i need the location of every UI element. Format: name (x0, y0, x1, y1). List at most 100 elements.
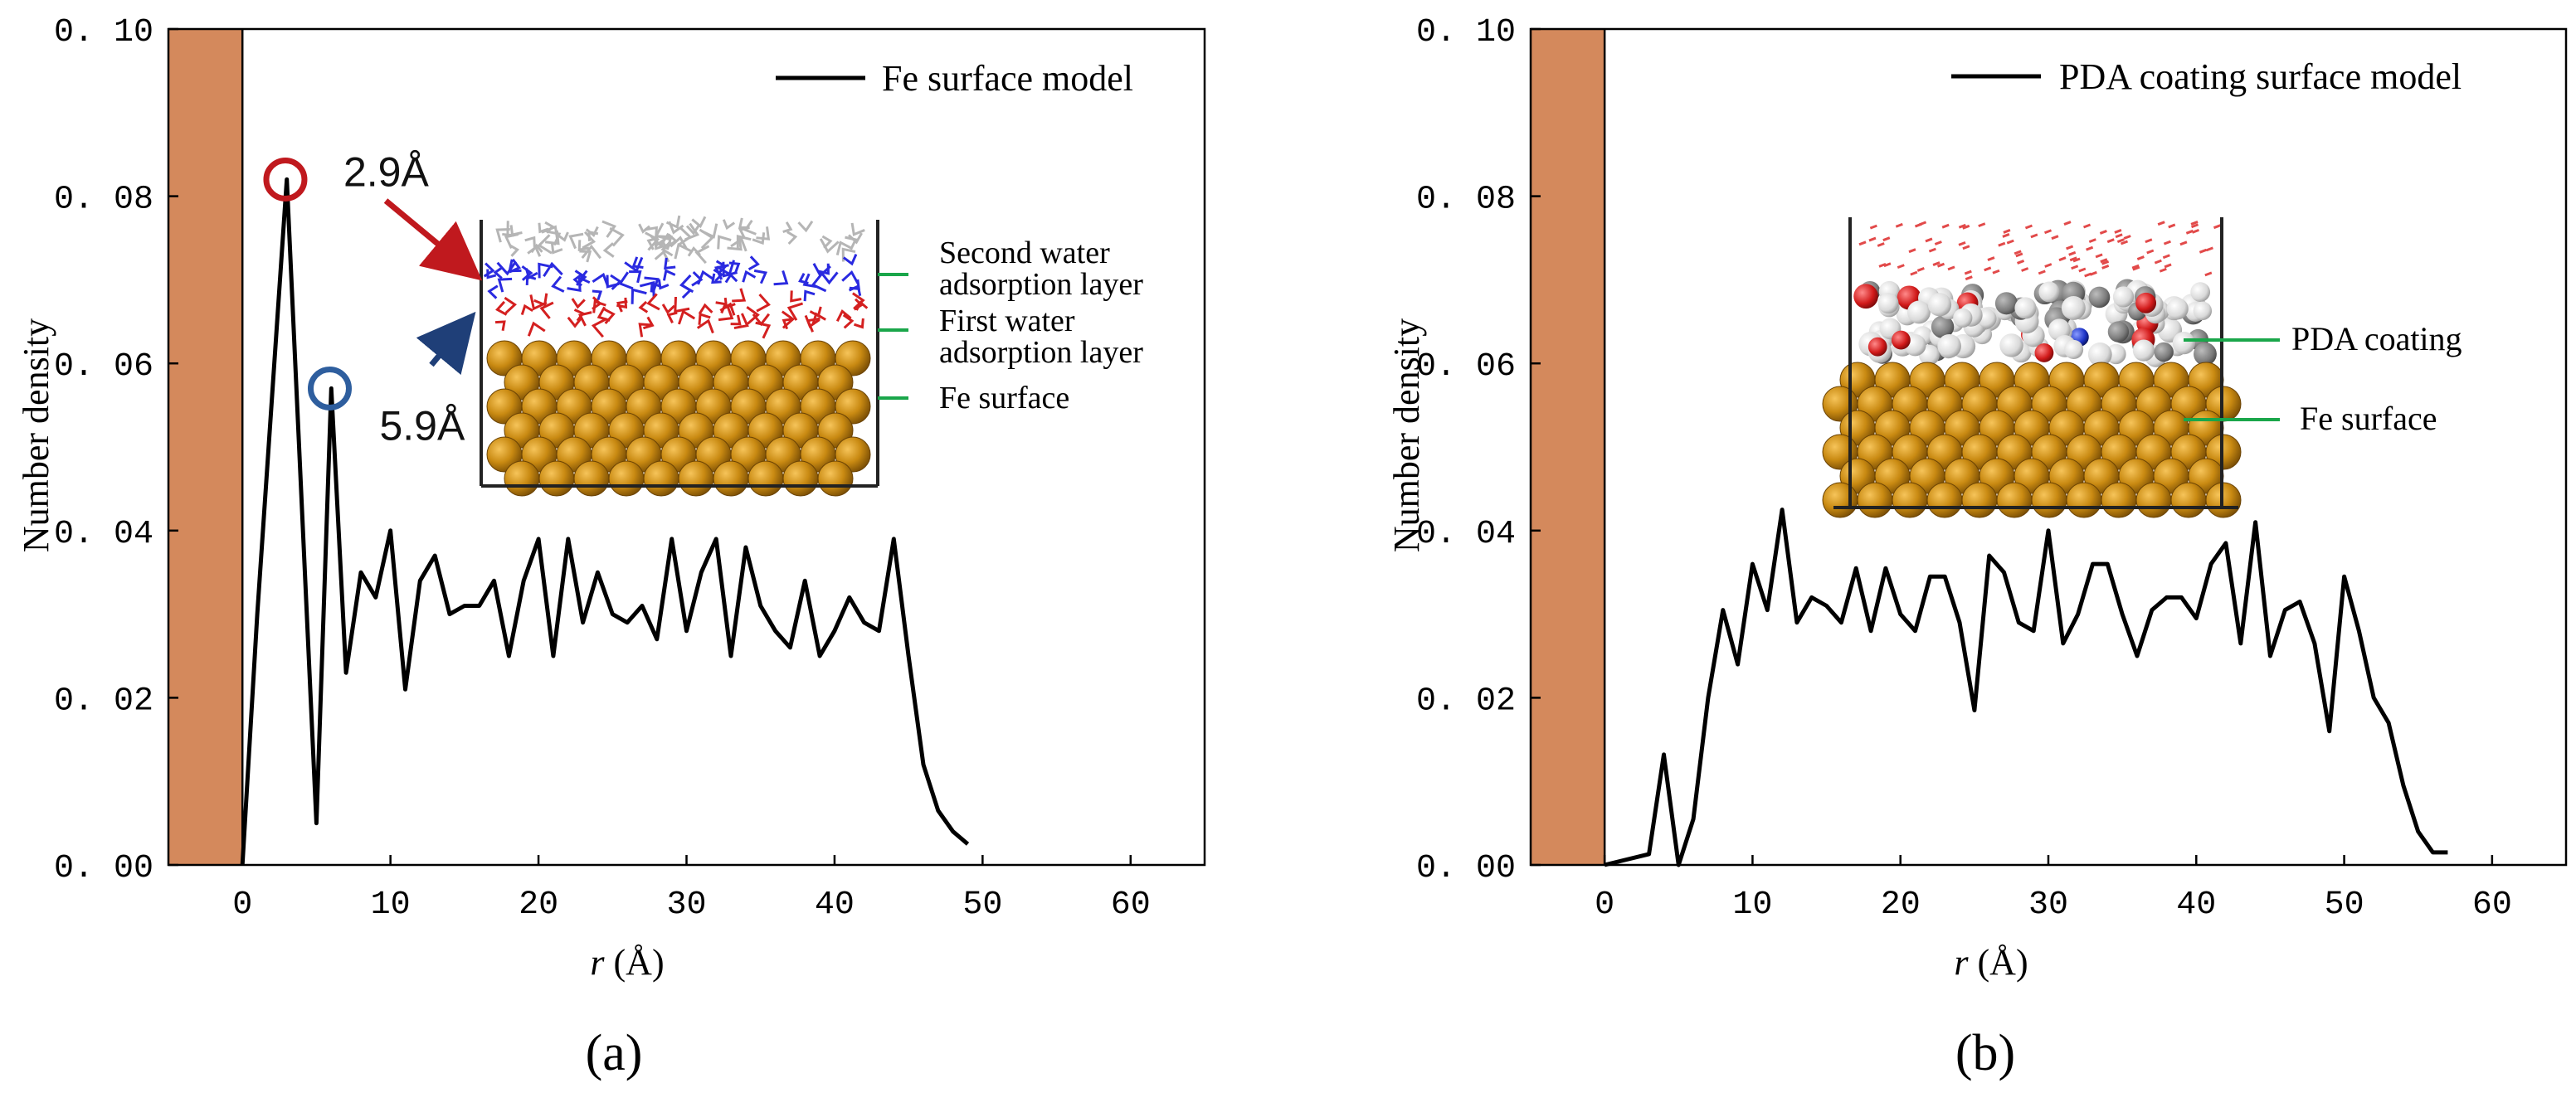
water-molecule (2136, 255, 2145, 260)
first-layer-water-molecule (616, 300, 628, 313)
second-layer-water-molecule (483, 262, 495, 278)
bulk-water-molecule (685, 224, 700, 236)
y-tick-label: 0. 00 (1416, 850, 1516, 887)
bulk-water-molecule (845, 236, 858, 250)
hydrogen-atom (2112, 286, 2135, 308)
second-layer-water-molecule (802, 273, 816, 289)
second-layer-water-molecule (525, 274, 537, 286)
water-molecule (2146, 249, 2155, 255)
second-layer-water-molecule (812, 263, 831, 278)
first-layer-water-molecule (674, 296, 690, 313)
second-layer-water-molecule (497, 277, 513, 293)
water-molecule (1958, 223, 1966, 229)
bulk-water-molecule (691, 216, 707, 229)
water-molecule (2190, 221, 2199, 226)
y-axis-label: Number density (1386, 318, 1427, 552)
electrode-wall (1531, 29, 1605, 865)
hydrogen-atom (2172, 332, 2196, 355)
panel-label: (a) (586, 1025, 643, 1081)
water-molecule (2068, 250, 2077, 256)
fe-atom (643, 460, 679, 497)
water-molecule (2021, 267, 2029, 272)
second-layer-water-molecule (496, 260, 517, 276)
second-layer-water-molecule (578, 270, 591, 284)
water-molecule (2002, 233, 2010, 238)
x-tick-label: 60 (1111, 887, 1151, 924)
second-layer-water-molecule (650, 281, 661, 293)
x-tick-label: 50 (2325, 887, 2364, 924)
first-layer-water-molecule (853, 298, 864, 311)
bulk-water-molecule (738, 226, 750, 239)
hydrogen-atom (1937, 333, 1961, 358)
second-layer-water-molecule (841, 270, 859, 284)
first-layer-water-molecule (732, 288, 747, 303)
water-molecule (1858, 240, 1867, 246)
bulk-water-molecule (582, 231, 597, 250)
y-tick-label: 0. 10 (1416, 14, 1516, 51)
water-molecule (2084, 272, 2092, 278)
water-molecule (1918, 221, 1927, 226)
hydrogen-atom (2193, 301, 2213, 321)
bulk-water-molecule (756, 226, 771, 240)
fe-atom (1857, 482, 1893, 518)
first-layer-water-molecule (577, 311, 592, 327)
first-layer-water-molecule (804, 314, 821, 328)
bulk-water-molecule (538, 222, 549, 234)
first-layer-water-molecule (854, 318, 864, 329)
water-molecule (1941, 223, 1950, 229)
x-tick-label: 30 (666, 887, 706, 924)
water-molecule (1882, 236, 1891, 242)
hydrogen-atom (2014, 297, 2037, 319)
y-axis-label: Number density (16, 318, 56, 552)
second-layer-water-molecule (722, 261, 738, 278)
bulk-water-molecule (638, 223, 650, 234)
x-axis-variable: r (590, 942, 605, 983)
water-molecule (2051, 235, 2059, 240)
x-tick-label: 20 (519, 887, 558, 924)
bulk-water-molecule (644, 226, 659, 240)
y-tick-label: 0. 10 (54, 14, 153, 51)
water-molecule (2159, 267, 2167, 273)
water-molecule (2116, 238, 2125, 244)
water-molecule (1998, 241, 2006, 247)
water-molecule (2017, 260, 2025, 265)
inset-label: adsorption layer (939, 335, 1143, 370)
density-profile-line (240, 177, 970, 866)
first-layer-water-molecule (696, 318, 714, 334)
water-molecule (1895, 222, 1903, 228)
bulk-water-molecule (557, 231, 569, 242)
fe-atom (713, 460, 749, 497)
bulk-water-molecule (819, 238, 840, 254)
water-molecule (1958, 240, 1966, 246)
first-layer-water-molecule (638, 300, 649, 313)
water-molecule (2168, 223, 2176, 229)
water-molecule (2095, 253, 2103, 259)
y-tick-label: 0. 08 (1416, 182, 1516, 219)
second-layer-water-molecule (521, 265, 533, 281)
fe-surface-snapshot-inset (480, 215, 879, 497)
second-layer-water-molecule (657, 279, 670, 290)
fe-atom (2101, 482, 2137, 518)
bulk-water-molecule (530, 243, 543, 254)
first-layer-water-molecule (520, 304, 533, 316)
peak-marker-circle (307, 366, 352, 410)
carbon-atom (2107, 321, 2130, 342)
water-molecule (2043, 229, 2053, 235)
water-molecule (2213, 224, 2222, 230)
water-molecule (2015, 252, 2023, 258)
oxygen-atom (2034, 343, 2054, 362)
pda-coating-snapshot-inset (1822, 217, 2242, 518)
annotation-arrow (416, 311, 476, 376)
fe-atom (2135, 482, 2172, 518)
x-tick-label: 10 (1732, 887, 1772, 924)
panel-a: 0 10 20 30 40 50 60 0. 00 0. 02 0. 04 0. 06 0. 08 0.… (16, 14, 1206, 1081)
water-molecule (2069, 256, 2077, 262)
water-molecule (2204, 271, 2213, 277)
y-tick-label: 0. 08 (54, 182, 153, 219)
water-molecule (1947, 265, 1955, 271)
first-layer-water-molecule (567, 316, 583, 328)
water-molecule (1883, 262, 1892, 268)
inset-labels: Second water adsorption layer First wate… (878, 236, 1143, 415)
water-molecule (1925, 237, 1933, 243)
first-layer-water-molecule (529, 294, 548, 311)
